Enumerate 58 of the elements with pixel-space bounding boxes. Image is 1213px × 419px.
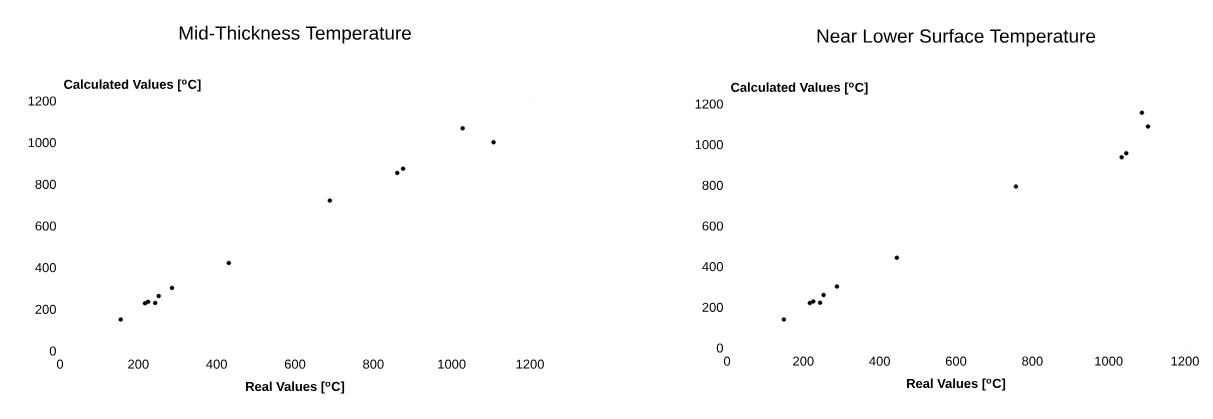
point [781, 317, 787, 322]
x-tick-label: 200 [793, 356, 814, 366]
y-tick-label: 1000 [28, 138, 56, 148]
x-tick-label: 400 [869, 356, 890, 366]
y-tick-label: 400 [702, 262, 723, 272]
point [1145, 124, 1151, 129]
y-tick-label: 1000 [695, 140, 723, 150]
y-tick-label: 200 [35, 304, 56, 314]
x-tick-label: 1000 [1095, 356, 1123, 366]
x-tick-label: 0 [723, 356, 731, 366]
x-tick-label: 1000 [438, 359, 466, 369]
x-tick-label: 0 [56, 359, 64, 369]
chart-title: Mid-Thickness Temperature [179, 25, 411, 44]
point [834, 284, 840, 289]
y-tick-label: 600 [35, 221, 56, 231]
x-tick-label: 800 [1022, 356, 1043, 366]
point [1119, 155, 1124, 160]
point [1013, 184, 1019, 189]
point [460, 126, 465, 131]
y-tick-label: 200 [702, 302, 723, 312]
point [894, 255, 900, 260]
x-tick-label: 1200 [1171, 356, 1199, 366]
y-axis-title: Calculated Values [$^{o}$C] [731, 82, 868, 95]
y-axis-title: Calculated Values [$^{o}$C] [64, 79, 201, 92]
point [1139, 110, 1145, 115]
y-tick-label: 600 [702, 221, 723, 231]
y-tick-label: 0 [49, 346, 56, 356]
point [817, 300, 823, 305]
y-tick-label: 0 [716, 343, 723, 353]
y-tick-label: 800 [35, 179, 56, 189]
point [400, 166, 406, 171]
point [118, 317, 123, 322]
y-tick-label: 400 [35, 263, 56, 273]
x-tick-label: 800 [363, 359, 384, 369]
point [156, 293, 161, 299]
x-tick-label: 600 [945, 356, 967, 366]
point [145, 299, 151, 305]
x-tick-label: 600 [284, 359, 306, 369]
x-axis-title: Real Values [$^{o}$C] [246, 381, 345, 394]
point [152, 300, 158, 306]
point [811, 299, 816, 304]
point [327, 198, 333, 203]
chart-title: Near Lower Surface Temperature [817, 28, 1096, 47]
point [142, 301, 148, 306]
point [1124, 151, 1129, 156]
y-tick-label: 1200 [695, 99, 723, 109]
point [807, 300, 813, 306]
y-tick-label: 800 [702, 180, 723, 190]
x-tick-label: 400 [206, 359, 227, 369]
point [395, 170, 400, 176]
x-tick-label: 1200 [516, 359, 544, 369]
point [491, 140, 496, 145]
point [821, 292, 826, 298]
point [169, 285, 175, 291]
x-tick-label: 200 [128, 359, 149, 369]
point [226, 260, 232, 266]
x-axis-title: Real Values [$^{o}$C] [907, 378, 1006, 391]
y-tick-label: 1200 [28, 96, 56, 106]
